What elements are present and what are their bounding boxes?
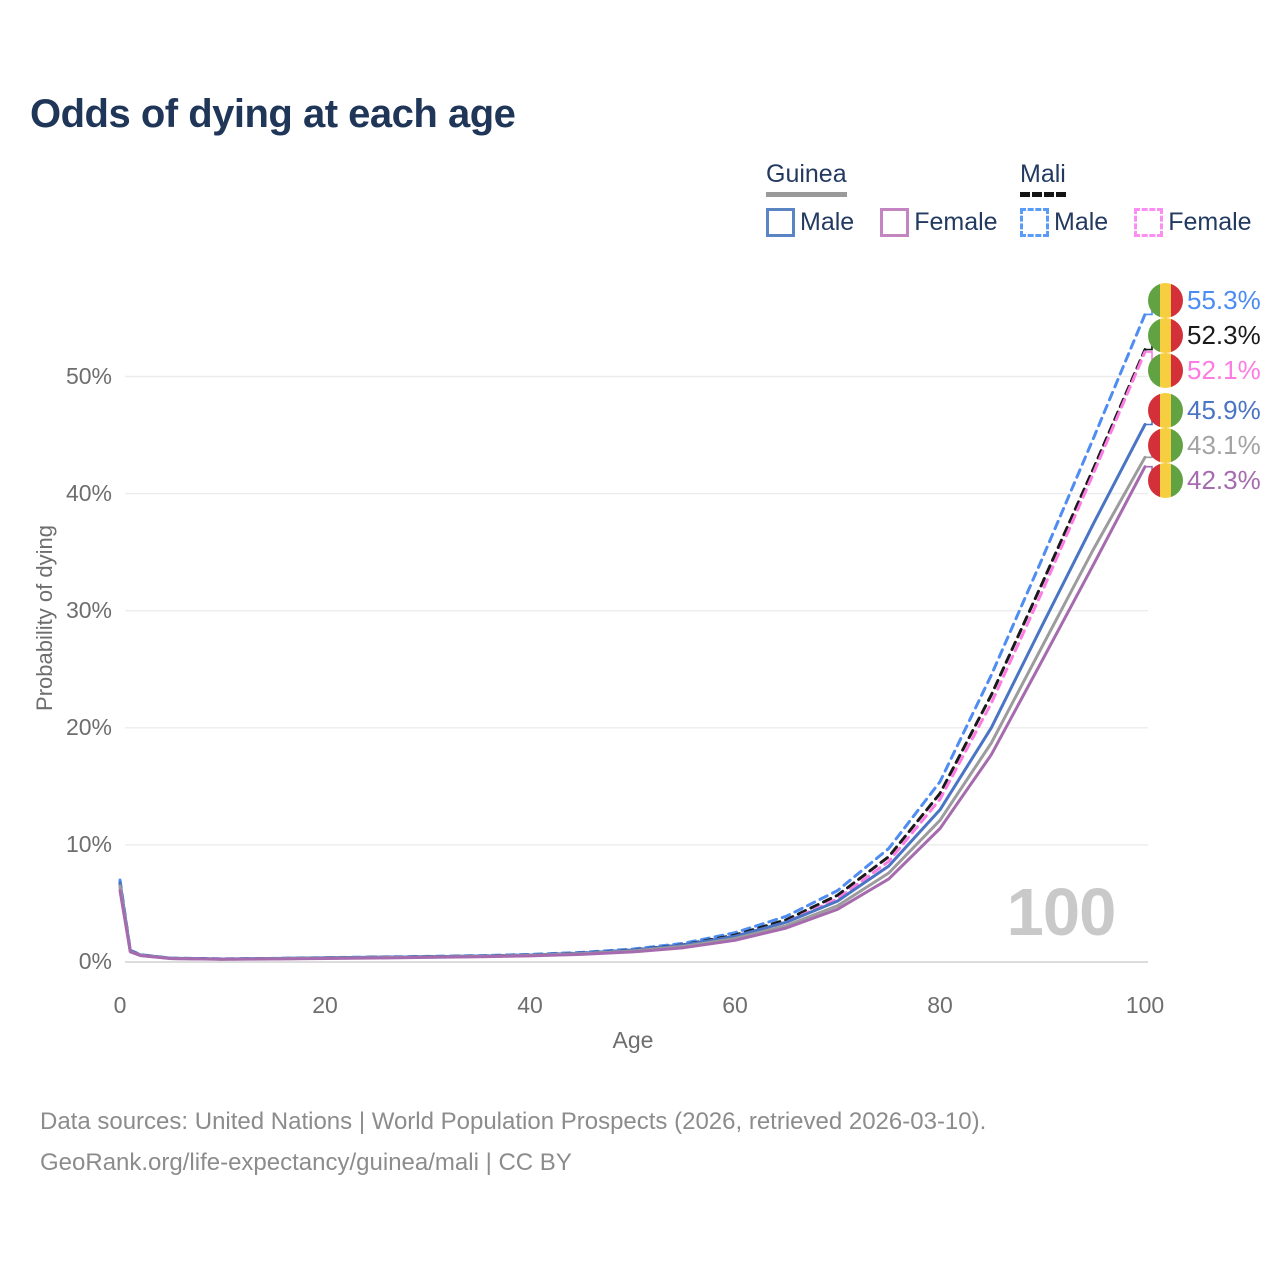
- legend-label-mali-male[interactable]: Male: [1054, 208, 1109, 236]
- y-tick-label: 0%: [78, 948, 112, 974]
- x-tick-label: 40: [517, 992, 543, 1018]
- flag-stripe: [1148, 428, 1160, 463]
- end-label-mali-male[interactable]: 55.3%: [1148, 282, 1261, 318]
- data-sources-note: Data sources: United Nations | World Pop…: [40, 1108, 987, 1135]
- x-tick-label: 20: [312, 992, 338, 1018]
- end-label-guinea-both[interactable]: 43.1%: [1148, 428, 1261, 464]
- end-label-mali-female[interactable]: 52.1%: [1148, 353, 1261, 389]
- guinea-flag-icon: [1148, 428, 1183, 463]
- mali-flag-icon: [1148, 353, 1183, 389]
- flag-stripe: [1148, 463, 1160, 498]
- series-line-mali-female[interactable]: [118, 350, 1147, 961]
- attribution-link[interactable]: GeoRank.org/life-expectancy/guinea/mali …: [40, 1149, 572, 1176]
- guinea-female-swatch-icon[interactable]: [880, 208, 910, 237]
- flag-stripe: [1159, 428, 1172, 463]
- flag-stripe: [1148, 318, 1160, 354]
- legend-label-mali-female[interactable]: Female: [1168, 208, 1252, 236]
- y-tick-label: 10%: [65, 830, 112, 857]
- end-label-guinea-male[interactable]: 45.9%: [1148, 393, 1261, 429]
- flag-stripe: [1148, 353, 1160, 389]
- series-line-guinea-female[interactable]: [118, 465, 1147, 961]
- mali-female-swatch-icon[interactable]: [1134, 208, 1164, 237]
- page-title: Odds of dying at each age: [30, 92, 516, 136]
- y-tick-label: 20%: [65, 713, 112, 740]
- end-value-label: 42.3%: [1187, 465, 1261, 495]
- end-label-guinea-female[interactable]: 42.3%: [1148, 463, 1261, 499]
- flag-stripe: [1148, 393, 1160, 428]
- flag-stripe: [1159, 353, 1172, 389]
- guinea-flag-icon: [1148, 393, 1183, 428]
- legend-label-guinea-male[interactable]: Male: [800, 208, 855, 236]
- series-line-guinea-both[interactable]: [118, 455, 1147, 961]
- mali-male-swatch-icon[interactable]: [1020, 208, 1049, 237]
- legend-country-mali[interactable]: Mali: [1020, 160, 1066, 197]
- flag-stripe: [1171, 463, 1183, 498]
- age-watermark: 100: [1006, 875, 1117, 950]
- x-tick-label: 60: [722, 992, 748, 1018]
- guinea-male-swatch-icon[interactable]: [766, 208, 795, 237]
- mali-flag-icon: [1148, 282, 1183, 318]
- legend-country-guinea[interactable]: Guinea: [766, 160, 847, 197]
- mali-flag-icon: [1148, 318, 1183, 354]
- y-tick-label: 30%: [65, 596, 112, 623]
- flag-stripe: [1171, 282, 1183, 318]
- flag-stripe: [1171, 318, 1183, 354]
- legend-group-guinea: Guinea Male Female: [766, 160, 1024, 237]
- flag-stripe: [1159, 393, 1172, 428]
- flag-stripe: [1159, 282, 1172, 318]
- x-tick-label: 100: [1125, 992, 1165, 1018]
- x-tick-label: 80: [927, 992, 953, 1018]
- series-line-guinea-male[interactable]: [118, 423, 1147, 961]
- x-axis-title: Age: [612, 1027, 654, 1053]
- series-line-mali-male[interactable]: [118, 312, 1147, 961]
- y-tick-label: 50%: [65, 362, 112, 389]
- flag-stripe: [1171, 393, 1183, 428]
- flag-stripe: [1159, 318, 1172, 354]
- end-value-label: 43.1%: [1187, 430, 1261, 460]
- end-value-label: 52.1%: [1187, 355, 1261, 386]
- end-value-label: 45.9%: [1187, 395, 1261, 425]
- end-value-label: 52.3%: [1187, 320, 1261, 351]
- flag-stripe: [1148, 282, 1160, 318]
- legend-label-guinea-female[interactable]: Female: [914, 208, 998, 236]
- series-line-mali-both[interactable]: [118, 348, 1147, 961]
- x-tick-label: 0: [113, 992, 127, 1018]
- flag-stripe: [1171, 428, 1183, 463]
- end-label-mali-both[interactable]: 52.3%: [1148, 318, 1261, 354]
- guinea-flag-icon: [1148, 463, 1183, 498]
- flag-stripe: [1159, 463, 1172, 498]
- y-tick-label: 40%: [65, 479, 112, 506]
- flag-stripe: [1171, 353, 1183, 389]
- end-value-label: 55.3%: [1187, 284, 1261, 315]
- legend-group-mali: Mali Male Female: [1020, 160, 1278, 237]
